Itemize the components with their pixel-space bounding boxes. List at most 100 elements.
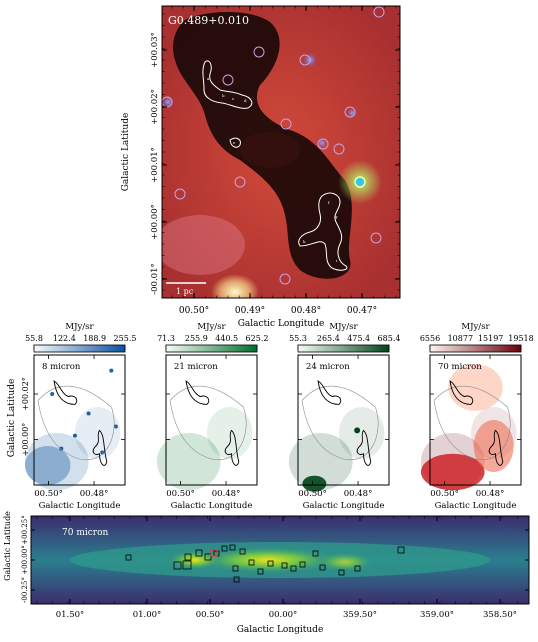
colorbar-tick-label: 475.4 bbox=[347, 334, 370, 343]
colorbar-unit: MJy/sr bbox=[329, 322, 358, 332]
svg-text:g: g bbox=[335, 214, 338, 219]
mid-point-source bbox=[72, 433, 77, 438]
colorbar-tick-label: 440.5 bbox=[215, 334, 238, 343]
mid-contour bbox=[301, 385, 379, 461]
mid-frame bbox=[429, 354, 522, 486]
mid-xtick-label: 00.50° bbox=[430, 489, 459, 499]
mid-emission bbox=[206, 407, 253, 459]
colorbar-tick-label: 625.2 bbox=[246, 334, 269, 343]
bottom-ylabel: Galactic Latitude bbox=[3, 511, 12, 581]
bottom-xtick-label: 358.50° bbox=[483, 610, 517, 620]
svg-text:b: b bbox=[222, 93, 225, 98]
mid-xtick-label: 00.50° bbox=[298, 489, 327, 499]
mid-emission bbox=[74, 407, 121, 459]
mid-panel-label: 8 micron bbox=[42, 362, 81, 372]
mid-point-source bbox=[100, 450, 105, 455]
top-ytick-label: +00.02° bbox=[150, 89, 160, 125]
mid-panel: MJy/sr 6556 10877 15197 19518 70 micron 00.50°… bbox=[420, 322, 534, 511]
mid-xlabel: Galactic Longitude bbox=[39, 501, 121, 511]
mid-xlabel: Galactic Longitude bbox=[171, 501, 253, 511]
mid-panel-label: 21 micron bbox=[174, 362, 218, 372]
mid-emission bbox=[420, 453, 485, 491]
top-ytick-label: +00.00° bbox=[150, 204, 160, 240]
mid-contour bbox=[37, 385, 115, 461]
top-pink-haze bbox=[162, 215, 245, 275]
top-white-source-glow bbox=[211, 274, 259, 298]
mid-source-contour bbox=[317, 380, 342, 405]
bottom-xtick-label: 00.50° bbox=[196, 610, 225, 620]
mid-point-source bbox=[109, 368, 114, 373]
top-ytick-label: -00.01° bbox=[150, 263, 160, 294]
mid-xtick-label: 00.48° bbox=[344, 489, 373, 499]
mid-xlabel: Galactic Longitude bbox=[303, 501, 385, 511]
colorbar-tick-label: 55.8 bbox=[25, 334, 43, 343]
bottom-ytick-label: +00.00° bbox=[21, 545, 29, 574]
mid-xtick-label: 00.50° bbox=[166, 489, 195, 499]
colorbar bbox=[165, 344, 258, 353]
colorbar-tick-label: 685.4 bbox=[378, 334, 401, 343]
mid-ytick-label: +00.00° bbox=[21, 423, 30, 457]
mid-point-source bbox=[50, 392, 55, 396]
mid-xtick-label: 00.48° bbox=[212, 489, 241, 499]
top-dark-patch bbox=[240, 132, 300, 168]
bottom-xtick-label: 359.00° bbox=[420, 610, 454, 620]
bottom-ytick-label: +00.25° bbox=[21, 515, 29, 544]
colorbar bbox=[429, 344, 522, 353]
bottom-emission-core bbox=[167, 550, 223, 570]
bottom-xtick-label: 01.50° bbox=[56, 610, 85, 620]
svg-text:c: c bbox=[232, 96, 235, 101]
mid-emission bbox=[288, 433, 353, 491]
top-xtick-label: 00.49° bbox=[235, 306, 265, 316]
colorbar-tick-label: 6556 bbox=[420, 334, 440, 343]
mid-contour bbox=[433, 385, 511, 461]
colorbar-unit: MJy/sr bbox=[461, 322, 490, 332]
mid-emission bbox=[338, 407, 385, 459]
mid-source-contour bbox=[92, 429, 108, 466]
mid-source-contour bbox=[356, 429, 372, 466]
top-xtick-label: 00.47° bbox=[347, 306, 377, 316]
mid-emission bbox=[24, 446, 71, 485]
top-apertures bbox=[162, 6, 385, 285]
bottom-region-boxes bbox=[125, 544, 405, 583]
mid-xtick-label: 00.48° bbox=[476, 489, 505, 499]
mid-frame bbox=[33, 354, 126, 486]
mid-point-source bbox=[59, 446, 64, 451]
mid-frame bbox=[297, 354, 390, 486]
bottom-axes: 01.50° 01.00° 00.50° 00.00° 359.50° 359.00° 35… bbox=[21, 515, 529, 620]
mid-ylabel: Galactic Latitude bbox=[7, 379, 17, 458]
mid-point-source bbox=[302, 475, 327, 492]
colorbar-unit: MJy/sr bbox=[197, 322, 226, 332]
top-xlabel: Galactic Longitude bbox=[238, 319, 325, 329]
colorbar-tick-label: 15197 bbox=[478, 334, 503, 343]
bottom-emission-core bbox=[193, 546, 343, 574]
svg-text:d: d bbox=[244, 98, 247, 103]
colorbar-tick-label: 55.3 bbox=[289, 334, 307, 343]
bottom-xtick-label: 01.00° bbox=[133, 610, 162, 620]
mid-xtick-label: 00.48° bbox=[80, 489, 109, 499]
mid-image-background bbox=[166, 355, 257, 485]
colorbar-unit: MJy/sr bbox=[65, 322, 94, 332]
top-green-source bbox=[354, 176, 366, 188]
mid-xlabel: Galactic Longitude bbox=[435, 501, 517, 511]
colorbar-tick-label: 122.4 bbox=[53, 334, 76, 343]
bottom-panel: 70 micron 01.50° 01.00° 00.50° 00.00° 359.50… bbox=[3, 511, 530, 635]
top-ytick-label: +00.03° bbox=[150, 32, 160, 68]
bottom-region-box-highlight bbox=[210, 549, 218, 557]
mid-source-contour bbox=[185, 380, 210, 405]
bottom-map-label: 70 micron bbox=[62, 528, 108, 538]
colorbar-tick-label: 10877 bbox=[448, 334, 473, 343]
mid-emission bbox=[156, 433, 221, 491]
mid-panel: MJy/sr 55.3 265.4 475.4 685.4 24 micron 00.50°… bbox=[288, 322, 401, 511]
top-contours bbox=[202, 60, 348, 271]
top-ytick-label: +00.01° bbox=[150, 147, 160, 183]
top-xtick-label: 00.48° bbox=[291, 306, 321, 316]
mid-source-contour bbox=[449, 380, 474, 405]
colorbar bbox=[33, 344, 126, 353]
colorbar-tick-label: 265.4 bbox=[317, 334, 340, 343]
mid-xtick-label: 00.50° bbox=[34, 489, 63, 499]
svg-text:e: e bbox=[233, 140, 236, 145]
mid-frame bbox=[165, 354, 258, 486]
colorbar-tick-label: 255.9 bbox=[185, 334, 208, 343]
mid-panel-label: 24 micron bbox=[306, 362, 350, 372]
